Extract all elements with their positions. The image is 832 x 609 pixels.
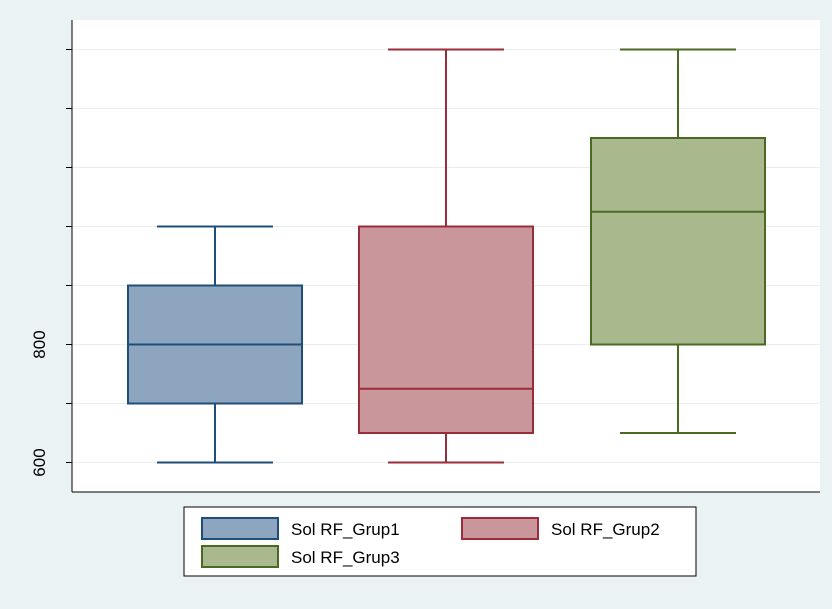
box-group-3 — [590, 48, 766, 434]
legend-label-2: Sol RF_Grup2 — [551, 520, 660, 539]
iqr-box — [590, 137, 766, 346]
boxes — [127, 48, 766, 464]
box-group-2 — [358, 48, 534, 464]
y-ticks: 600 800 — [30, 49, 72, 477]
legend: Sol RF_Grup1 Sol RF_Grup2 Sol RF_Grup3 — [183, 506, 697, 577]
legend-swatch-2 — [461, 517, 539, 540]
legend-swatch-3 — [201, 545, 279, 568]
legend-swatch-1 — [201, 517, 279, 540]
y-tick-label: 800 — [30, 330, 49, 358]
y-tick-label: 600 — [30, 448, 49, 476]
legend-label-1: Sol RF_Grup1 — [291, 520, 400, 539]
box-group-1 — [127, 225, 303, 464]
iqr-box — [358, 225, 534, 434]
legend-label-3: Sol RF_Grup3 — [291, 548, 400, 567]
